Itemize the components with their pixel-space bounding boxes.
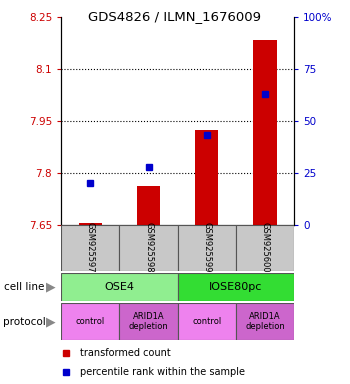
Text: ▶: ▶ — [46, 281, 56, 293]
Text: GSM925599: GSM925599 — [202, 222, 211, 273]
Bar — [177, 225, 236, 271]
Bar — [137, 186, 160, 225]
Text: ARID1A
depletion: ARID1A depletion — [245, 312, 285, 331]
Bar — [61, 303, 119, 340]
Text: transformed count: transformed count — [80, 348, 170, 358]
Bar — [253, 40, 276, 225]
Text: protocol: protocol — [4, 316, 46, 327]
Text: control: control — [76, 317, 105, 326]
Bar — [119, 303, 177, 340]
Bar — [236, 303, 294, 340]
Text: GSM925598: GSM925598 — [144, 222, 153, 273]
Text: GSM925597: GSM925597 — [86, 222, 95, 273]
Text: cell line: cell line — [4, 282, 44, 292]
Text: GDS4826 / ILMN_1676009: GDS4826 / ILMN_1676009 — [89, 10, 261, 23]
Bar — [61, 273, 177, 301]
Bar — [195, 130, 218, 225]
Bar — [79, 223, 102, 225]
Bar — [236, 225, 294, 271]
Bar — [177, 303, 236, 340]
Text: ARID1A
depletion: ARID1A depletion — [129, 312, 168, 331]
Bar — [119, 225, 177, 271]
Text: GSM925600: GSM925600 — [260, 222, 270, 273]
Text: ▶: ▶ — [46, 315, 56, 328]
Text: percentile rank within the sample: percentile rank within the sample — [80, 367, 245, 377]
Bar — [61, 225, 119, 271]
Text: IOSE80pc: IOSE80pc — [209, 282, 262, 292]
Bar — [177, 273, 294, 301]
Text: control: control — [192, 317, 221, 326]
Text: OSE4: OSE4 — [104, 282, 134, 292]
